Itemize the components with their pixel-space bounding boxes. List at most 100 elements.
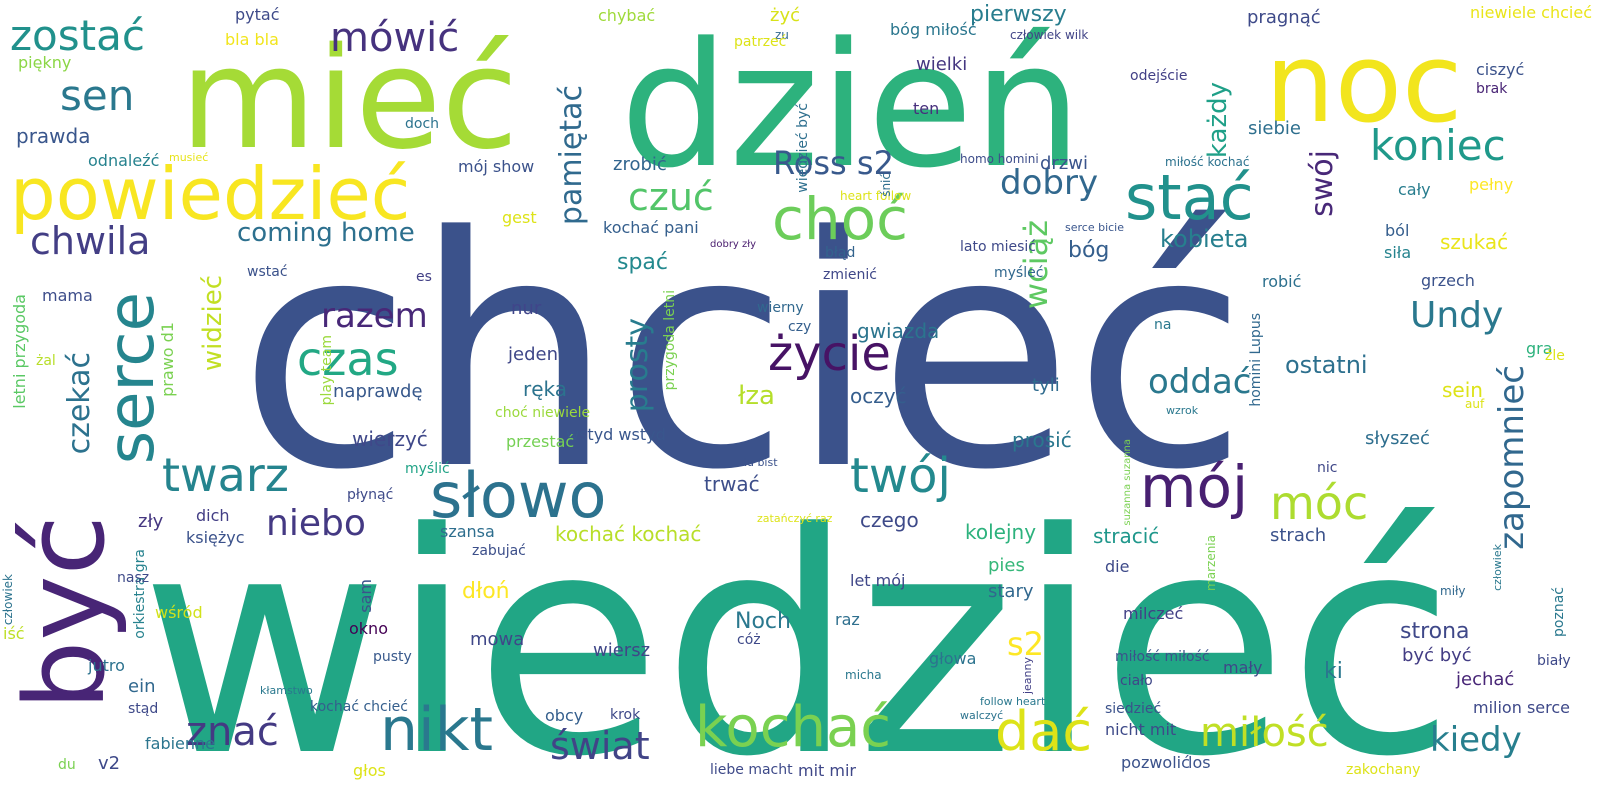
word-v2: v2	[98, 753, 121, 774]
word-zmienic: zmienić	[823, 267, 877, 283]
word-lato-miesic: lato miesić	[960, 239, 1036, 255]
word-sen: sen	[60, 71, 135, 120]
word-gwiazda: gwiazda	[857, 319, 940, 343]
word-ciszyc: ciszyć	[1476, 60, 1525, 79]
word-isc: iść	[3, 624, 25, 643]
word-piekny: piękny	[18, 53, 72, 72]
word-powiedziec: powiedzieć	[10, 152, 411, 236]
word-klamstwo: kłamstwo	[260, 684, 313, 697]
word-dlon: dłoń	[462, 579, 510, 604]
word-byc: być	[1, 515, 129, 711]
word-jeanny: jeanny	[1021, 657, 1034, 695]
word-du-bist: du bist	[740, 456, 778, 469]
word-nur: nur	[511, 298, 542, 319]
word-chciec: chcieć	[238, 169, 1249, 539]
word-noc: noc	[1265, 19, 1463, 147]
word-szukac: szukać	[1440, 230, 1509, 254]
word-swoj: swój	[1305, 150, 1340, 217]
word-czas: czas	[297, 332, 399, 386]
word-ein: ein	[128, 676, 156, 697]
word-mit-mir: mit mir	[798, 761, 856, 780]
word-chwila: chwila	[30, 219, 151, 263]
word-niewiele-chciec: niewiele chcieć	[1470, 3, 1592, 22]
word-slowo: słowo	[430, 459, 607, 532]
word-zapomniec: zapomnieć	[1492, 365, 1532, 550]
word-stac: stać	[1125, 161, 1254, 234]
word-kochac-chciec: kochać chcieć	[310, 699, 408, 715]
word-pusty: pusty	[373, 649, 412, 665]
word-spac: spać	[617, 250, 669, 275]
word-dobry: dobry	[1000, 163, 1099, 203]
word-noch: Noch	[735, 609, 791, 634]
word-undy: Undy	[1410, 295, 1504, 336]
word-strona: strona	[1400, 619, 1470, 644]
word-moj-show: mój show	[458, 157, 535, 176]
word-ksiezyc: księżyc	[186, 528, 245, 547]
word-cialo: ciało	[1120, 673, 1153, 689]
word-bog: bóg	[1068, 238, 1110, 263]
word-liebe-macht: liebe macht	[710, 762, 793, 778]
word-krok: krok	[610, 707, 641, 723]
word-gra: gra	[1526, 339, 1553, 358]
word-czlowiek-wilk: człowiek wilk	[1010, 28, 1089, 42]
word-suzanna-suzanna: suzanna suzanna	[1122, 439, 1133, 526]
word-dzien: dzień	[620, 5, 1083, 206]
word-glos: głos	[353, 761, 386, 780]
word-jutro: jutro	[88, 656, 125, 675]
word-grzech: grzech	[1421, 271, 1475, 290]
word-czlowiek: człowiek	[1, 574, 15, 626]
word-blad: błąd	[825, 245, 856, 261]
word-koniec: koniec	[1370, 121, 1506, 170]
word-kiedy: kiedy	[1430, 720, 1522, 760]
word-micha: micha	[845, 668, 882, 682]
word-sila: siła	[1384, 243, 1412, 262]
word-wiersz: wiersz	[593, 640, 651, 661]
word-moc: móc	[1270, 476, 1369, 530]
word-serce: serce	[95, 292, 169, 465]
word-okno: okno	[349, 619, 388, 638]
word-naprawde: naprawdę	[333, 381, 423, 402]
word-ostatni: ostatni	[1285, 351, 1368, 379]
word-byc-byc: być być	[1402, 645, 1472, 666]
word-zrobic: zrobić	[613, 154, 667, 175]
word-coz: cóż	[737, 632, 761, 648]
word-bialy: biały	[1537, 653, 1571, 669]
word-pytac: pytać	[235, 5, 280, 24]
word-twoj: twój	[850, 448, 951, 504]
word-zycie: życie	[768, 326, 891, 382]
word-homo-homini: homo homini	[960, 152, 1039, 166]
word-doch: doch	[405, 116, 440, 132]
word-miec: mieć	[180, 18, 519, 181]
word-odnalezc: odnaleźć	[88, 151, 160, 170]
word-kochac-kochac: kochać kochać	[555, 522, 702, 546]
word-bog-milosc: bóg miłość	[890, 20, 977, 39]
word-stracic: stracić	[1093, 524, 1160, 548]
word-ten: ten	[913, 99, 940, 118]
word-prawda: prawda	[16, 124, 91, 148]
word-s2: s2	[1007, 625, 1045, 663]
word-prawo-d1: prawo d1	[158, 322, 177, 397]
word-kobieta: kobieta	[1160, 225, 1249, 253]
word-prosty: prosty	[620, 318, 655, 413]
word-zostac: zostać	[10, 11, 145, 60]
word-swiat: świat	[550, 724, 650, 768]
word-es: es	[416, 269, 432, 285]
word-bol: ból	[1385, 221, 1410, 240]
word-zle: źle	[1545, 348, 1565, 364]
word-trwac: trwać	[704, 472, 760, 496]
word-raz: raz	[835, 610, 860, 629]
word-slyszec: słyszeć	[1365, 428, 1430, 449]
word-ki: ki	[1324, 659, 1343, 684]
word-przestac: przestać	[506, 432, 575, 451]
word-znac: znać	[186, 709, 279, 755]
word-szansa: szansa	[440, 522, 495, 541]
word-fabienne: fabienne	[145, 734, 216, 753]
word-stary: stary	[988, 581, 1034, 602]
word-choc: choć	[772, 185, 909, 253]
word-wstyd-wstyd: wstyd wstyd	[566, 425, 666, 444]
word-zabujac: zabujać	[472, 543, 526, 559]
word-moj: mój	[1140, 453, 1249, 521]
word-oddac: oddać	[1148, 362, 1252, 402]
word-siebie: siebie	[1248, 118, 1301, 139]
word-nic: nic	[1317, 460, 1338, 476]
